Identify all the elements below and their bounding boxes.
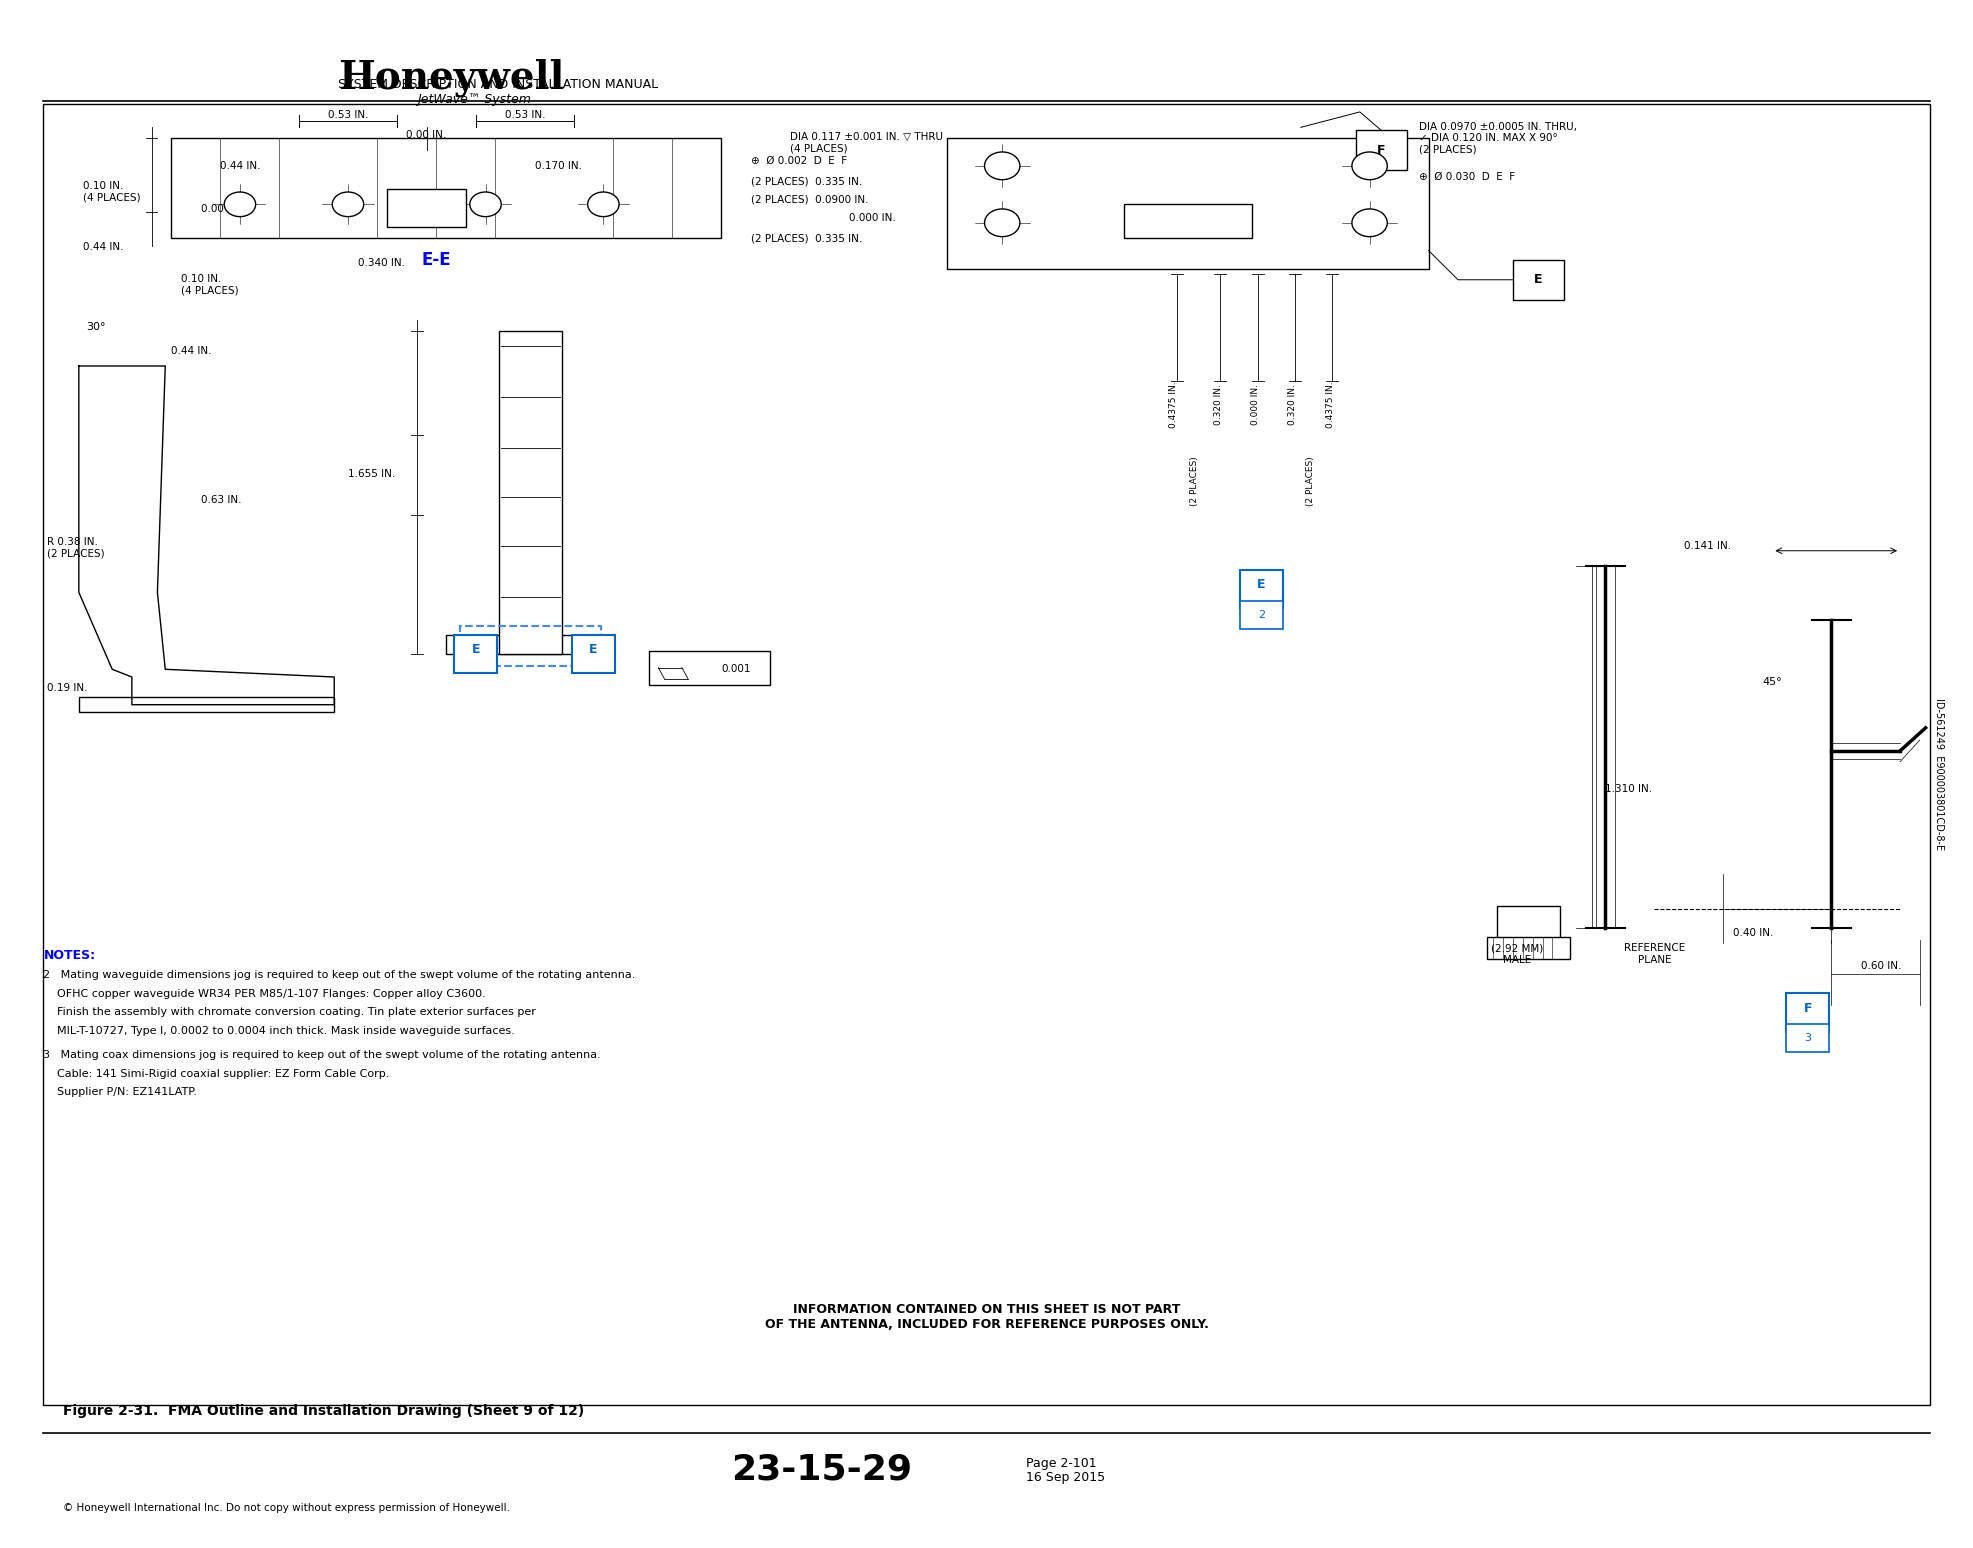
Text: Figure 2-31.  FMA Outline and Installation Drawing (Sheet 9 of 12): Figure 2-31. FMA Outline and Installatio… xyxy=(63,1404,584,1418)
Text: DIA 0.117 ±0.001 IN. ▽ THRU
(4 PLACES): DIA 0.117 ±0.001 IN. ▽ THRU (4 PLACES) xyxy=(789,132,943,153)
Text: MIL-T-10727, Type I, 0.0002 to 0.0004 inch thick. Mask inside waveguide surfaces: MIL-T-10727, Type I, 0.0002 to 0.0004 in… xyxy=(43,1026,515,1036)
Text: 0.00 IN.: 0.00 IN. xyxy=(201,204,241,214)
Text: 0.44 IN.: 0.44 IN. xyxy=(221,161,260,170)
Bar xyxy=(446,635,614,653)
Bar xyxy=(1355,130,1407,170)
Text: 0.000 IN.: 0.000 IN. xyxy=(1251,384,1261,426)
Circle shape xyxy=(225,192,256,217)
Bar xyxy=(1488,937,1571,958)
Text: 0.44 IN.: 0.44 IN. xyxy=(83,243,122,252)
Text: 0.320 IN.: 0.320 IN. xyxy=(1288,384,1298,424)
Circle shape xyxy=(985,209,1020,237)
Bar xyxy=(649,650,769,684)
Text: ⊕  Ø 0.030  D  E  F: ⊕ Ø 0.030 D E F xyxy=(1419,172,1515,181)
Text: 0.44 IN.: 0.44 IN. xyxy=(172,345,211,356)
Text: (2 PLACES)  0.0900 IN.: (2 PLACES) 0.0900 IN. xyxy=(752,195,868,204)
Text: INFORMATION CONTAINED ON THIS SHEET IS NOT PART: INFORMATION CONTAINED ON THIS SHEET IS N… xyxy=(793,1303,1180,1316)
Circle shape xyxy=(1352,152,1387,180)
Bar xyxy=(43,104,1930,1406)
Text: 30°: 30° xyxy=(87,322,107,333)
Bar xyxy=(1125,204,1251,238)
Text: 0.53 IN.: 0.53 IN. xyxy=(505,110,545,121)
Text: (2 PLACES): (2 PLACES) xyxy=(1190,457,1200,506)
Text: ⊕  Ø 0.002  D  E  F: ⊕ Ø 0.002 D E F xyxy=(752,156,846,166)
Text: Honeywell: Honeywell xyxy=(337,59,564,96)
Text: 0.000 IN.: 0.000 IN. xyxy=(848,214,896,223)
Bar xyxy=(172,138,722,238)
Text: 0.141 IN.: 0.141 IN. xyxy=(1685,542,1730,551)
Text: REFERENCE
PLANE: REFERENCE PLANE xyxy=(1624,943,1685,964)
Circle shape xyxy=(470,192,501,217)
Bar xyxy=(572,635,616,673)
Text: 3: 3 xyxy=(1803,1033,1811,1043)
Text: DIA 0.0970 ±0.0005 IN. THRU,
✓ DIA 0.120 IN. MAX X 90°
(2 PLACES): DIA 0.0970 ±0.0005 IN. THRU, ✓ DIA 0.120… xyxy=(1419,121,1576,155)
Text: 0.63 IN.: 0.63 IN. xyxy=(201,495,241,505)
Text: Supplier P/N: EZ141LATP.: Supplier P/N: EZ141LATP. xyxy=(43,1087,197,1098)
Bar xyxy=(1786,994,1829,1033)
Circle shape xyxy=(1352,209,1387,237)
Text: JetWave™ System: JetWave™ System xyxy=(416,93,531,107)
Bar xyxy=(1498,907,1561,940)
Text: 0.170 IN.: 0.170 IN. xyxy=(535,161,582,170)
Text: ID-561249  E900003801CD-8-E: ID-561249 E900003801CD-8-E xyxy=(1934,698,1943,850)
Text: (2 PLACES)  0.335 IN.: (2 PLACES) 0.335 IN. xyxy=(752,176,862,186)
Text: 3   Mating coax dimensions jog is required to keep out of the swept volume of th: 3 Mating coax dimensions jog is required… xyxy=(43,1051,602,1060)
Text: E: E xyxy=(1535,274,1543,286)
Bar xyxy=(1239,601,1282,628)
Text: 1.310 IN.: 1.310 IN. xyxy=(1606,785,1653,794)
Text: 0.320 IN.: 0.320 IN. xyxy=(1213,384,1223,424)
Text: SYSTEM DESCRIPTION AND INSTALLATION MANUAL: SYSTEM DESCRIPTION AND INSTALLATION MANU… xyxy=(337,77,659,91)
Text: 0.60 IN.: 0.60 IN. xyxy=(1861,961,1902,972)
Text: (2 PLACES)  0.335 IN.: (2 PLACES) 0.335 IN. xyxy=(752,234,862,243)
Bar xyxy=(79,697,333,712)
Text: E-E: E-E xyxy=(422,251,452,269)
Text: 0.53 IN.: 0.53 IN. xyxy=(328,110,369,121)
Text: Cable: 141 Simi-Rigid coaxial supplier: EZ Form Cable Corp.: Cable: 141 Simi-Rigid coaxial supplier: … xyxy=(43,1068,391,1079)
Bar xyxy=(947,138,1428,269)
Bar xyxy=(454,635,497,673)
Text: E: E xyxy=(590,642,598,656)
Text: 0.4375 IN.: 0.4375 IN. xyxy=(1326,381,1336,427)
Text: F: F xyxy=(1803,1002,1811,1014)
Text: R 0.38 IN.
(2 PLACES): R 0.38 IN. (2 PLACES) xyxy=(47,537,105,559)
Text: 0.4375 IN.: 0.4375 IN. xyxy=(1168,381,1178,427)
Text: OF THE ANTENNA, INCLUDED FOR REFERENCE PURPOSES ONLY.: OF THE ANTENNA, INCLUDED FOR REFERENCE P… xyxy=(766,1319,1207,1331)
Text: 0.19 IN.: 0.19 IN. xyxy=(47,683,89,694)
Circle shape xyxy=(588,192,620,217)
Bar xyxy=(1513,260,1565,300)
Text: (2 PLACES): (2 PLACES) xyxy=(1306,457,1316,506)
Text: 0.40 IN.: 0.40 IN. xyxy=(1732,927,1774,938)
Text: 1.655 IN.: 1.655 IN. xyxy=(347,469,395,478)
Text: NOTES:: NOTES: xyxy=(43,949,95,961)
Circle shape xyxy=(985,152,1020,180)
Text: E: E xyxy=(1257,577,1267,591)
Bar xyxy=(460,627,602,666)
Text: 0.001: 0.001 xyxy=(722,664,752,675)
Text: (2.92 MM)
MALE: (2.92 MM) MALE xyxy=(1492,943,1543,964)
Bar xyxy=(499,331,562,653)
Text: E: E xyxy=(472,642,479,656)
Circle shape xyxy=(331,192,363,217)
Text: 0.340 IN.: 0.340 IN. xyxy=(357,259,404,268)
Text: F: F xyxy=(1377,144,1385,156)
Text: OFHC copper waveguide WR34 PER M85/1-107 Flanges: Copper alloy C3600.: OFHC copper waveguide WR34 PER M85/1-107… xyxy=(43,989,485,998)
Text: 23-15-29: 23-15-29 xyxy=(732,1454,912,1488)
Text: 2   Mating waveguide dimensions jog is required to keep out of the swept volume : 2 Mating waveguide dimensions jog is req… xyxy=(43,971,635,980)
Text: 0.10 IN.
(4 PLACES): 0.10 IN. (4 PLACES) xyxy=(83,181,140,203)
Text: 45°: 45° xyxy=(1762,676,1782,687)
Text: © Honeywell International Inc. Do not copy without express permission of Honeywe: © Honeywell International Inc. Do not co… xyxy=(63,1503,511,1512)
Bar xyxy=(1786,1025,1829,1053)
Text: Page 2-101: Page 2-101 xyxy=(1026,1457,1097,1471)
Text: 0.10 IN.
(4 PLACES): 0.10 IN. (4 PLACES) xyxy=(182,274,239,296)
Text: 16 Sep 2015: 16 Sep 2015 xyxy=(1026,1471,1105,1485)
Bar xyxy=(387,189,466,228)
Text: 2: 2 xyxy=(1259,610,1265,619)
Text: Finish the assembly with chromate conversion coating. Tin plate exterior surface: Finish the assembly with chromate conver… xyxy=(43,1008,537,1017)
Text: 0.00 IN.: 0.00 IN. xyxy=(406,130,446,139)
Bar xyxy=(1239,570,1282,608)
